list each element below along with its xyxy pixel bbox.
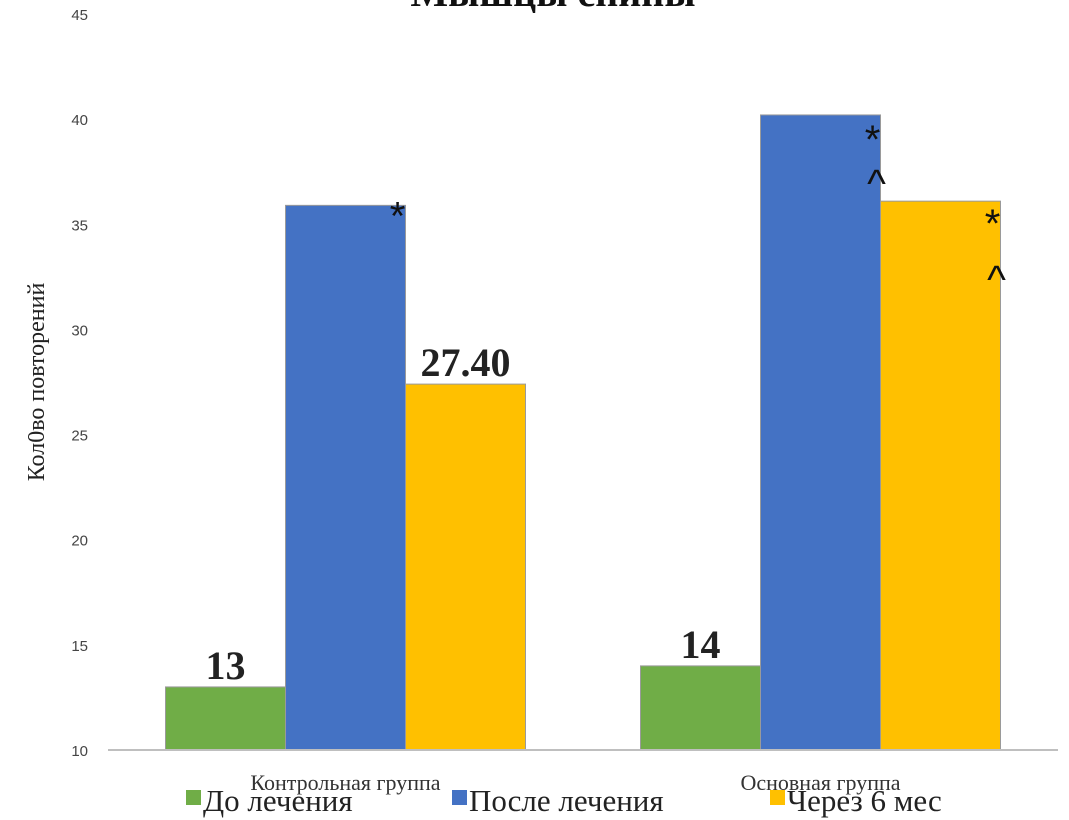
data-label: 13	[206, 643, 246, 688]
legend-item[interactable]: Через 6 мес	[770, 783, 942, 818]
bar	[640, 665, 761, 751]
legend-item[interactable]: После лечения	[452, 783, 664, 818]
y-axis-ticks: 10 15 20 25 30 35 40 45	[71, 7, 88, 760]
significance-marker: ^	[987, 258, 1006, 302]
significance-marker: *	[390, 194, 406, 238]
legend-label: До лечения	[203, 783, 353, 818]
bar	[285, 204, 406, 751]
x-category-label: Основная группа	[740, 770, 900, 795]
legend-swatch	[452, 790, 467, 805]
y-tick-label: 20	[71, 533, 88, 550]
y-tick-label: 45	[71, 7, 88, 24]
x-category-label: Контрольная группа	[250, 770, 440, 795]
bar	[880, 200, 1001, 751]
significance-markers: **^*^	[390, 118, 1006, 302]
bar	[760, 114, 881, 751]
bar	[165, 686, 286, 751]
y-tick-label: 25	[71, 428, 88, 445]
y-tick-label: 10	[71, 743, 88, 760]
bars	[165, 114, 1001, 751]
legend-item[interactable]: До лечения	[186, 783, 353, 818]
data-label: 27.40	[421, 340, 511, 385]
legend-label: Через 6 мес	[787, 783, 942, 818]
significance-marker: *	[865, 118, 881, 162]
legend-swatch	[186, 790, 201, 805]
legend[interactable]: До лечения После лечения Через 6 мес	[186, 783, 942, 818]
y-tick-label: 30	[71, 322, 88, 339]
significance-marker: *	[985, 202, 1001, 246]
chart-title: Мышцы спины	[410, 0, 695, 15]
y-tick-label: 35	[71, 217, 88, 234]
data-label: 14	[681, 622, 721, 667]
y-tick-label: 15	[71, 638, 88, 655]
data-labels: 13 27.40 14	[206, 340, 721, 688]
legend-swatch	[770, 790, 785, 805]
legend-label: После лечения	[469, 783, 664, 818]
significance-marker: ^	[867, 162, 886, 206]
y-axis-label: Кол0во повторений	[24, 283, 50, 482]
y-tick-label: 40	[71, 112, 88, 129]
bar	[405, 383, 526, 751]
category-labels: Контрольная группа Основная группа	[250, 770, 900, 795]
